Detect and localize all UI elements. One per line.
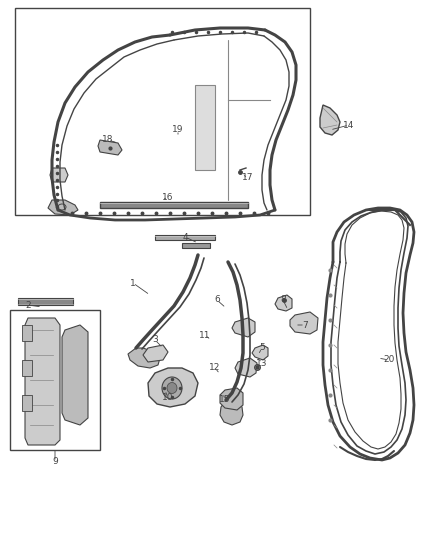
Polygon shape: [100, 202, 248, 208]
Polygon shape: [235, 358, 257, 377]
Text: 15: 15: [219, 395, 231, 405]
Bar: [198, 113, 212, 123]
Polygon shape: [232, 318, 255, 337]
Text: 20: 20: [383, 356, 395, 365]
Text: 4: 4: [182, 232, 188, 241]
Text: 5: 5: [259, 343, 265, 352]
Bar: [198, 131, 212, 141]
Bar: [198, 149, 212, 159]
Text: 17: 17: [242, 174, 254, 182]
Text: 1: 1: [130, 279, 136, 287]
Polygon shape: [320, 105, 340, 135]
Text: 11: 11: [199, 330, 211, 340]
Text: 19: 19: [172, 125, 184, 134]
Text: 14: 14: [343, 120, 355, 130]
Ellipse shape: [162, 377, 182, 399]
Polygon shape: [50, 168, 68, 182]
Polygon shape: [143, 345, 168, 362]
Polygon shape: [148, 368, 198, 407]
Bar: [22, 360, 32, 376]
Polygon shape: [195, 85, 215, 170]
Text: 10: 10: [162, 393, 174, 402]
Text: 7: 7: [302, 320, 308, 329]
Polygon shape: [252, 345, 268, 360]
Polygon shape: [25, 318, 60, 445]
Text: 18: 18: [102, 135, 114, 144]
Polygon shape: [220, 388, 243, 410]
Bar: [22, 325, 32, 341]
Bar: [15, 8, 310, 215]
Polygon shape: [128, 348, 160, 368]
Polygon shape: [18, 298, 73, 305]
Polygon shape: [62, 325, 88, 425]
Polygon shape: [98, 140, 122, 155]
Polygon shape: [220, 400, 243, 425]
Bar: [10, 310, 100, 450]
Polygon shape: [182, 243, 210, 248]
Polygon shape: [275, 295, 292, 311]
Text: 6: 6: [214, 295, 220, 304]
Text: 2: 2: [25, 301, 31, 310]
Bar: [22, 395, 32, 411]
Text: 12: 12: [209, 364, 221, 373]
Text: 9: 9: [52, 457, 58, 466]
Ellipse shape: [167, 383, 177, 393]
Polygon shape: [155, 235, 215, 240]
Text: 16: 16: [162, 192, 174, 201]
Bar: [198, 95, 212, 105]
Polygon shape: [290, 312, 318, 334]
Polygon shape: [48, 200, 78, 215]
Text: 3: 3: [152, 335, 158, 344]
Text: 8: 8: [280, 295, 286, 304]
Text: 13: 13: [256, 359, 268, 367]
